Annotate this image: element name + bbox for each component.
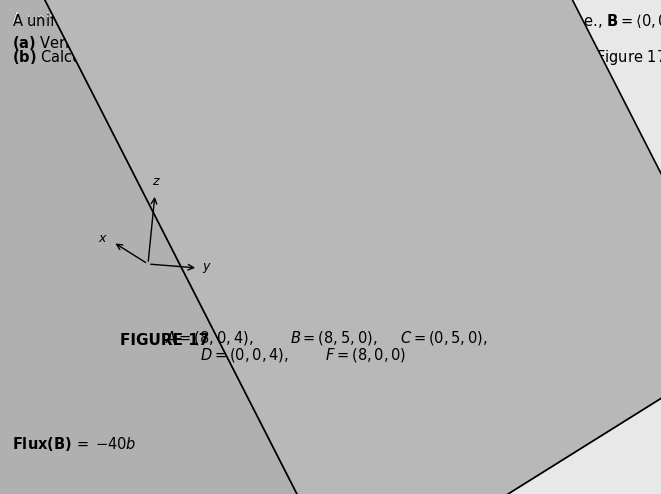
Text: $y$: $y$ [202, 261, 212, 275]
Text: $z$: $z$ [151, 175, 161, 188]
FancyBboxPatch shape [30, 74, 300, 319]
Text: A uniform magnetic field: A uniform magnetic field [12, 12, 198, 27]
Text: $B = (8, 5, 0),$: $B = (8, 5, 0),$ [290, 329, 377, 347]
Text: $C = (0, 5, 0),$: $C = (0, 5, 0),$ [400, 329, 488, 347]
FancyBboxPatch shape [5, 5, 656, 489]
Text: $F = (8, 0, 0)$: $F = (8, 0, 0)$ [325, 346, 407, 364]
Polygon shape [0, 0, 348, 494]
Text: $\mathbf{(b)}$ Calculate the flux of $\mathbf{B}$ through the rectangle with ver: $\mathbf{(b)}$ Calculate the flux of $\m… [12, 48, 661, 67]
Text: $\mathbf{Flux(B)}$ =: $\mathbf{Flux(B)}$ = [12, 435, 89, 453]
Text: $-40b$: $-40b$ [95, 436, 136, 452]
Polygon shape [0, 264, 661, 494]
Text: $A = (8, 0, 4),$: $A = (8, 0, 4),$ [165, 329, 253, 347]
Text: A uniform magnetic field: A uniform magnetic field [12, 12, 198, 27]
Text: A uniform magnetic field $\mathbf{B}$ has constant strength $b$ teslas in the z-: A uniform magnetic field $\mathbf{B}$ ha… [12, 12, 661, 31]
FancyBboxPatch shape [86, 429, 245, 461]
Text: $\mathbf{(a)}$ Verify that $\mathbf{A} = \frac{1}{2}\mathbf{B} \times \mathbf{r}: $\mathbf{(a)}$ Verify that $\mathbf{A} =… [12, 32, 525, 57]
Text: $x$: $x$ [98, 232, 108, 245]
Text: FIGURE 17: FIGURE 17 [120, 333, 210, 348]
Text: $D = (0, 0, 4),$: $D = (0, 0, 4),$ [200, 346, 289, 364]
